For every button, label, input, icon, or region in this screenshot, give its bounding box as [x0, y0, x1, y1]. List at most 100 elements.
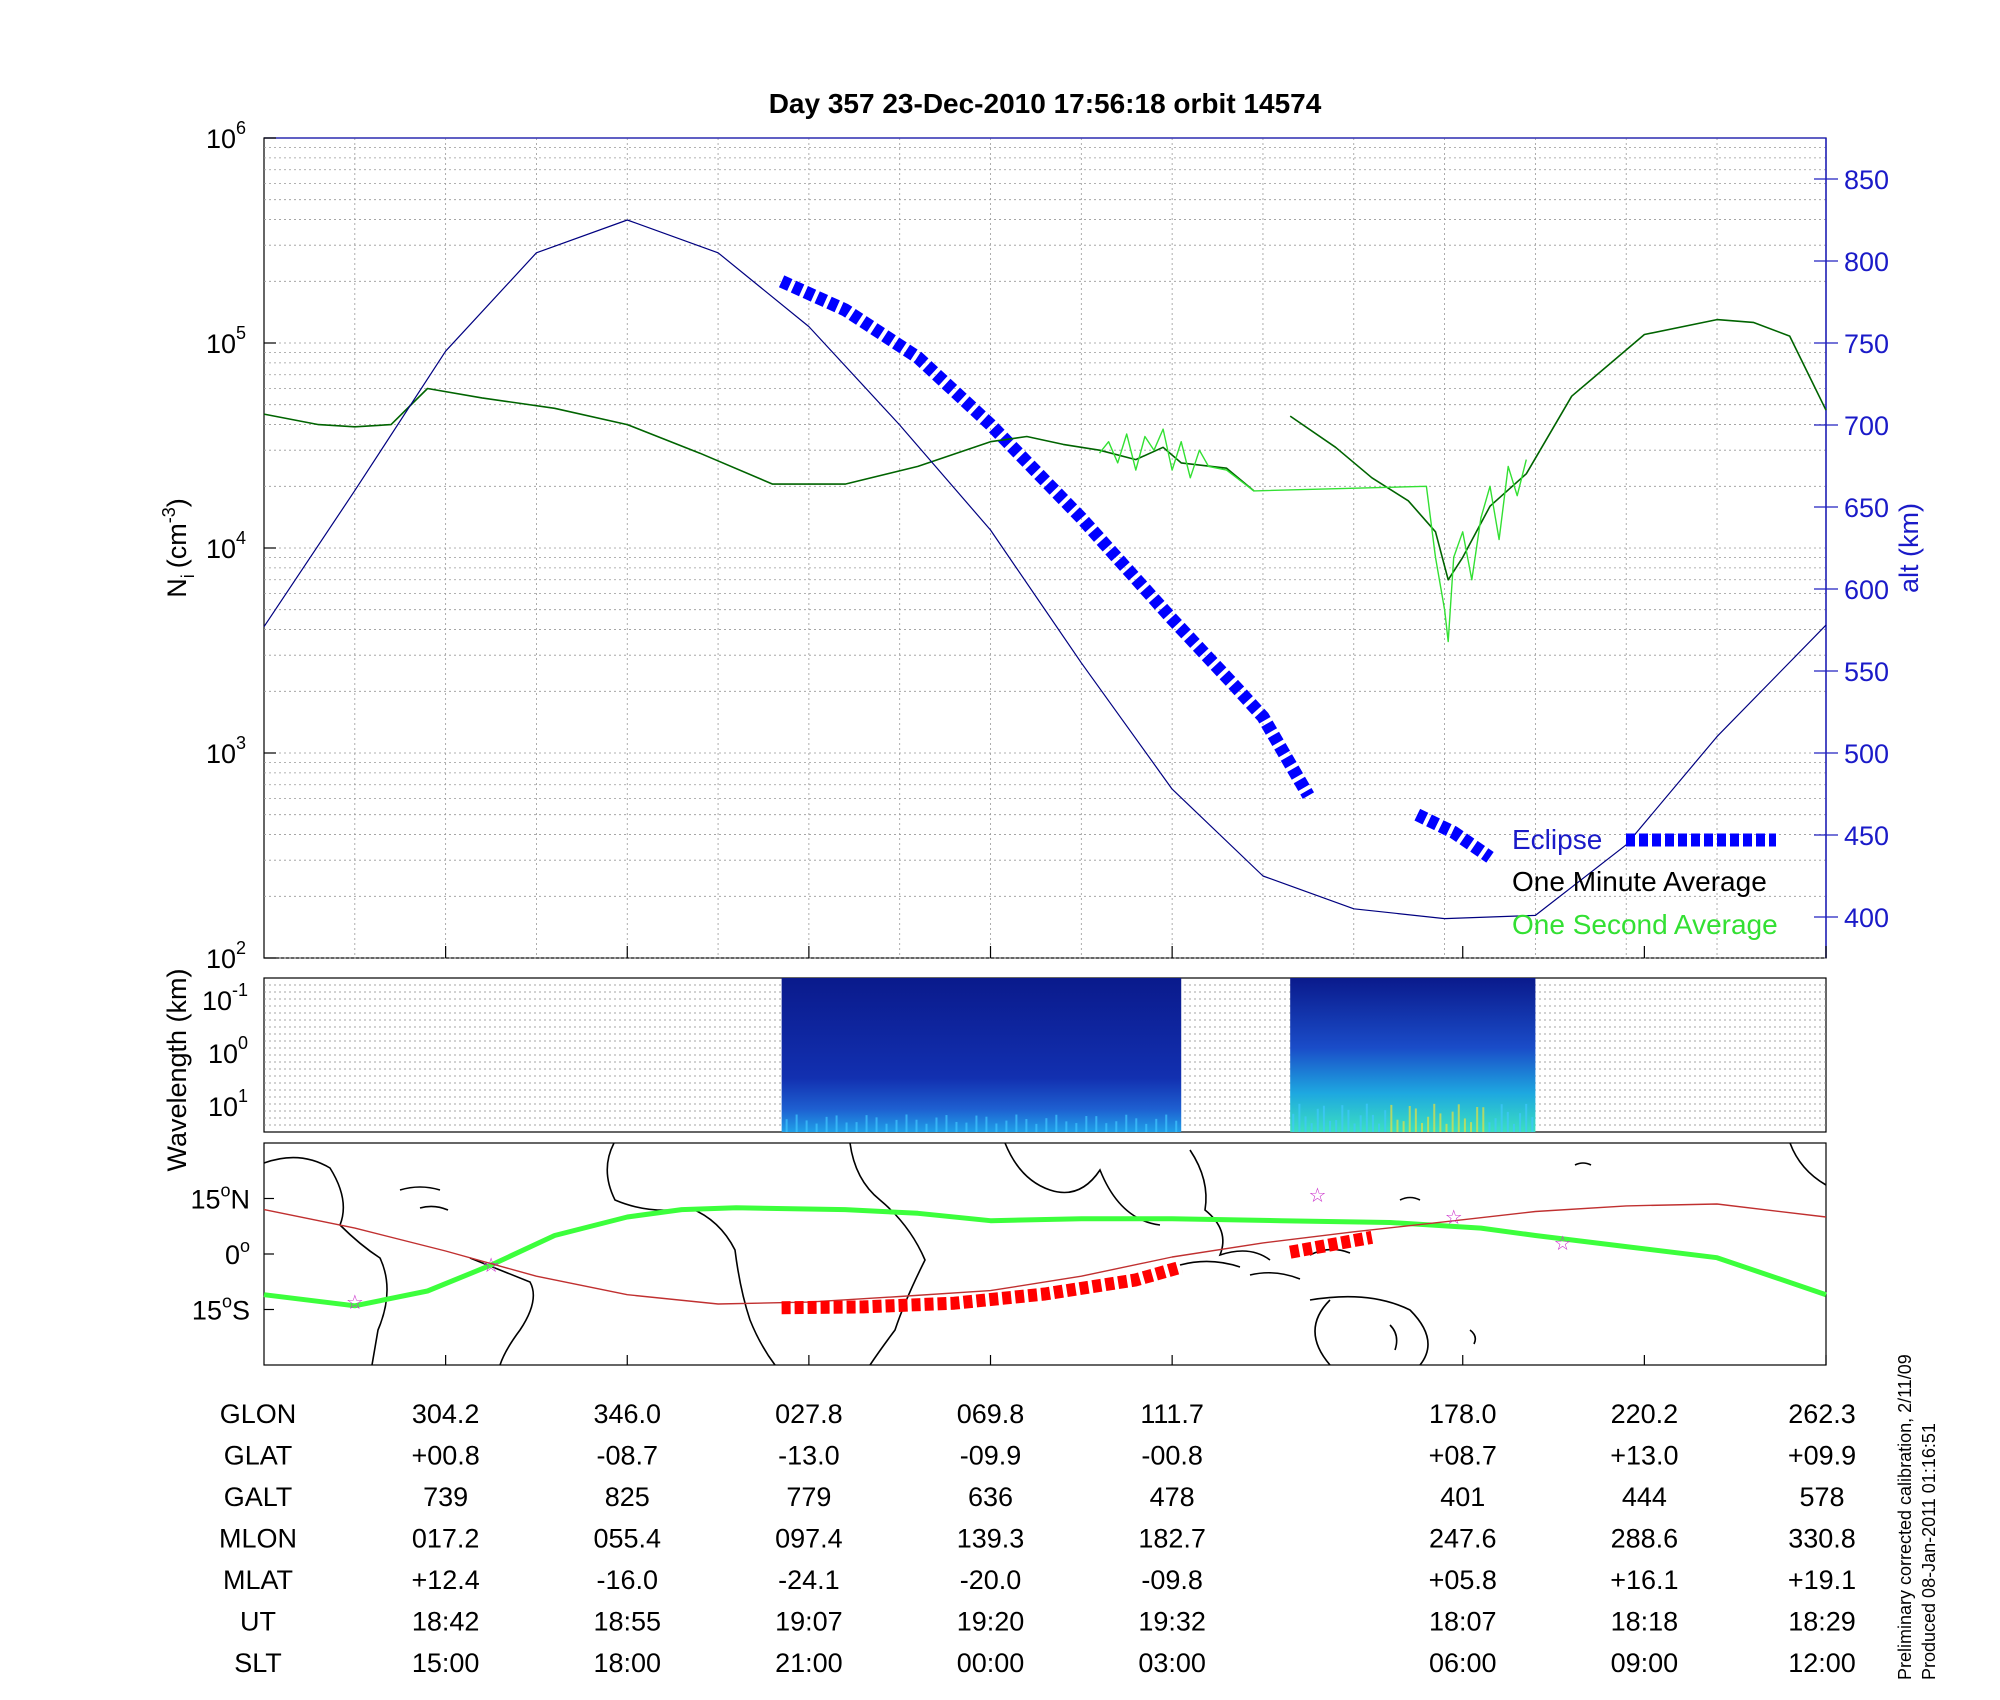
star-icon: ☆ [1308, 1183, 1326, 1207]
australia-coast [1309, 1295, 1429, 1366]
arabia-india-coast [1004, 1142, 1161, 1226]
table-cell: -20.0 [960, 1565, 1022, 1595]
table-cell: 18:18 [1611, 1607, 1679, 1637]
table-row-label: SLT [234, 1648, 282, 1678]
table-cell: 401 [1440, 1482, 1485, 1512]
calibration-note: Preliminary corrected calibration, 2/11/… [1895, 1354, 1915, 1680]
pacific-coasts [1399, 1142, 1827, 1201]
series-altitude [263, 219, 1827, 920]
spectrogram-panel: 10-1 100 101 Wavelength (km) [162, 968, 1827, 1172]
table-cell: 19:32 [1138, 1607, 1206, 1637]
series-one-minute-average [1289, 318, 1827, 581]
table-cell: 18:07 [1429, 1607, 1497, 1637]
table-cell: 304.2 [412, 1399, 480, 1429]
table-cell: 247.6 [1429, 1524, 1497, 1554]
south-america-coast [469, 1257, 535, 1366]
table-cell: 18:29 [1788, 1607, 1856, 1637]
altitude-tick-label: 500 [1844, 739, 1889, 769]
table-cell: 825 [605, 1482, 650, 1512]
altitude-y-ticks: 400 450 500 550 600 650 700 750 800 850 [1814, 165, 1889, 933]
density-series [263, 219, 1827, 920]
orbit-parameter-table: GLON 304.2 346.0 027.8 069.8 111.7 178.0 220.2 2… [219, 1399, 1856, 1678]
produced-note: Produced 08-Jan-2011 01:16:51 [1919, 1423, 1939, 1680]
table-cell: 178.0 [1429, 1399, 1497, 1429]
star-icon: ☆ [1445, 1205, 1463, 1229]
table-row-label: MLAT [223, 1565, 293, 1595]
table-cell: 00:00 [957, 1648, 1025, 1678]
table-cell: 578 [1799, 1482, 1844, 1512]
table-cell: 478 [1150, 1482, 1195, 1512]
density-axis-label: Ni(cm-3) [159, 498, 198, 598]
spectrogram-blocks [781, 978, 1536, 1132]
altitude-tick-label: 650 [1844, 493, 1889, 523]
table-cell: -16.0 [596, 1565, 658, 1595]
spectrogram-block [781, 978, 1182, 1132]
table-cell: +00.8 [411, 1441, 479, 1471]
table-cell: 111.7 [1140, 1399, 1204, 1429]
table-cell: 739 [423, 1482, 468, 1512]
table-cell: 779 [786, 1482, 831, 1512]
map-track [263, 1203, 1827, 1305]
series-eclipse [1414, 808, 1494, 863]
series-one-minute-average [263, 387, 1255, 492]
table-cell: 06:00 [1429, 1648, 1497, 1678]
caribbean-islands [399, 1186, 449, 1211]
map-eclipse-track [1289, 1230, 1374, 1259]
table-cell: 346.0 [593, 1399, 661, 1429]
table-cell: 18:55 [593, 1607, 661, 1637]
table-cell: 09:00 [1611, 1648, 1679, 1678]
altitude-tick-label: 750 [1844, 329, 1889, 359]
altitude-tick-label: 400 [1844, 903, 1889, 933]
altitude-tick-label: 850 [1844, 165, 1889, 195]
table-cell: +16.1 [1610, 1565, 1678, 1595]
table-cell: 027.8 [775, 1399, 843, 1429]
map-panel: ☆ ☆ ☆ ☆ ☆ 15oN 0o 15oS [190, 1142, 1827, 1366]
table-row-label: GLAT [224, 1441, 293, 1471]
lat-tick-label: 15oN [190, 1181, 250, 1215]
table-cell: +09.9 [1788, 1441, 1856, 1471]
east-africa-coast [849, 1142, 926, 1366]
altitude-tick-label: 450 [1844, 821, 1889, 851]
new-zealand-coast [1389, 1324, 1477, 1351]
table-cell: 220.2 [1611, 1399, 1679, 1429]
y-tick-label: 105 [206, 323, 246, 359]
series-eclipse [778, 275, 1315, 799]
west-africa-coast [606, 1142, 776, 1366]
table-cell: 19:07 [775, 1607, 843, 1637]
map-tracks: ☆ ☆ ☆ ☆ ☆ [263, 1183, 1827, 1315]
table-cell: 288.6 [1611, 1524, 1679, 1554]
table-cell: 12:00 [1788, 1648, 1856, 1678]
altitude-tick-label: 800 [1844, 247, 1889, 277]
lat-tick-label: 0o [225, 1236, 250, 1270]
legend-eclipse-label: Eclipse [1512, 824, 1602, 855]
table-cell: -09.9 [960, 1441, 1022, 1471]
wavelength-tick-label: 10-1 [202, 980, 248, 1016]
map-eclipse-track [781, 1260, 1183, 1315]
altitude-axis-label: alt (km) [1894, 503, 1924, 593]
y-tick-label: 103 [206, 733, 246, 769]
table-cell: 097.4 [775, 1524, 843, 1554]
table-cell: 330.8 [1788, 1524, 1856, 1554]
table-row-label: GLON [220, 1399, 297, 1429]
chart-title: Day 357 23-Dec-2010 17:56:18 orbit 14574 [769, 88, 1322, 119]
table-cell: +12.4 [411, 1565, 479, 1595]
series-one-second-average [1098, 428, 1527, 643]
spectrogram-y-ticks: 10-1 100 101 [202, 980, 248, 1122]
wavelength-tick-label: 100 [208, 1033, 248, 1069]
wavelength-axis-label: Wavelength (km) [162, 968, 192, 1171]
southeast-asia-coast [1189, 1149, 1271, 1261]
table-cell: 444 [1622, 1482, 1667, 1512]
table-row-label: GALT [224, 1482, 293, 1512]
density-x-ticks [445, 946, 1827, 958]
y-tick-label: 104 [206, 528, 246, 564]
table-row-label: UT [240, 1607, 276, 1637]
spectrogram-block [1290, 978, 1536, 1132]
table-cell: 139.3 [957, 1524, 1025, 1554]
density-y-ticks: 102 103 104 105 106 [206, 118, 276, 974]
table-cell: 055.4 [593, 1524, 661, 1554]
table-cell: 262.3 [1788, 1399, 1856, 1429]
table-cell: -09.8 [1141, 1565, 1203, 1595]
map-x-ticks [445, 1355, 1827, 1365]
map-magnetic-equator [263, 1205, 1827, 1309]
